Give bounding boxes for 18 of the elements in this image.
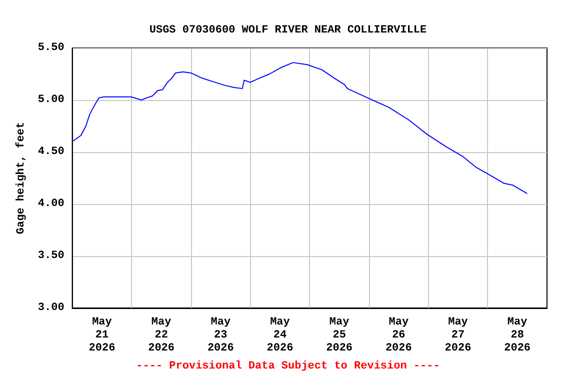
x-tick-label: May 25 2026 xyxy=(326,316,353,354)
y-tick-label: 3.00 xyxy=(38,302,64,314)
y-tick-label: 5.50 xyxy=(38,42,64,54)
y-tick-label: 3.50 xyxy=(38,250,64,262)
x-tick-label: May 21 2026 xyxy=(88,316,116,354)
x-tick-label: May 26 2026 xyxy=(385,316,412,354)
x-tick-label: May 28 2026 xyxy=(504,316,531,354)
y-tick-label: 4.00 xyxy=(38,198,64,210)
line-series xyxy=(72,62,528,194)
x-tick-label: May 24 2026 xyxy=(266,316,294,354)
y-tick-label: 5.00 xyxy=(38,94,64,106)
y-axis-title: Gage height, feet xyxy=(14,122,28,234)
y-tick-label: 4.50 xyxy=(38,146,64,158)
x-tick-label: May 23 2026 xyxy=(207,316,234,354)
x-tick-label: May 22 2026 xyxy=(148,316,175,354)
chart-title: USGS 07030600 WOLF RIVER NEAR COLLIERVILLE xyxy=(149,24,428,36)
x-tick-label: May 27 2026 xyxy=(444,316,472,354)
text: ---- Provisional Data Subject to Revision ---- xyxy=(136,360,440,372)
